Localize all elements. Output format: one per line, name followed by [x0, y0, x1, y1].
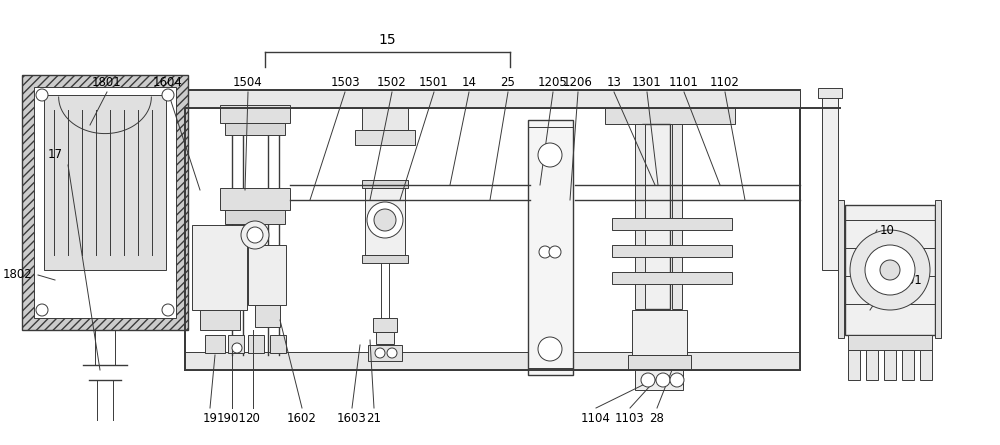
Text: 1101: 1101 — [669, 76, 699, 89]
Bar — [44, 95, 166, 270]
Bar — [192, 225, 247, 310]
Bar — [185, 90, 800, 370]
Bar — [642, 124, 670, 309]
Text: 1206: 1206 — [563, 76, 593, 89]
Text: 1603: 1603 — [337, 412, 367, 425]
Circle shape — [387, 348, 397, 358]
Bar — [255, 305, 280, 327]
Bar — [612, 245, 732, 257]
Circle shape — [538, 337, 562, 361]
Bar — [362, 180, 408, 188]
Bar — [822, 90, 838, 270]
Circle shape — [36, 304, 48, 316]
Bar — [34, 87, 176, 318]
Bar — [528, 120, 573, 375]
Text: 1102: 1102 — [710, 76, 740, 89]
Bar — [248, 335, 264, 353]
Text: 1301: 1301 — [632, 76, 662, 89]
Text: 1504: 1504 — [233, 76, 263, 89]
Circle shape — [36, 89, 48, 101]
Bar — [902, 350, 914, 380]
Circle shape — [880, 260, 900, 280]
Text: 1602: 1602 — [287, 412, 317, 425]
Bar — [612, 218, 732, 230]
Circle shape — [247, 227, 263, 243]
Bar — [635, 124, 645, 309]
Circle shape — [241, 221, 269, 249]
Bar — [365, 185, 405, 255]
Bar — [185, 352, 800, 370]
Circle shape — [232, 343, 242, 353]
Text: 10: 10 — [880, 223, 895, 236]
Circle shape — [375, 348, 385, 358]
Bar — [225, 123, 285, 135]
Text: 1501: 1501 — [419, 76, 449, 89]
Bar — [935, 200, 941, 338]
Text: 21: 21 — [366, 412, 382, 425]
Text: 20: 20 — [246, 412, 260, 425]
Bar — [376, 332, 394, 344]
Circle shape — [162, 89, 174, 101]
Bar — [368, 345, 402, 361]
Bar — [248, 245, 286, 305]
Bar — [225, 210, 285, 224]
Bar — [632, 310, 687, 355]
Bar — [200, 310, 240, 330]
Circle shape — [374, 209, 396, 231]
Circle shape — [641, 373, 655, 387]
Bar — [355, 130, 415, 145]
Circle shape — [865, 245, 915, 295]
Text: 1103: 1103 — [615, 412, 645, 425]
Bar — [270, 335, 286, 353]
Bar — [612, 272, 732, 284]
Text: 1502: 1502 — [377, 76, 407, 89]
Bar — [362, 108, 408, 130]
Text: 1503: 1503 — [330, 76, 360, 89]
Bar — [884, 350, 896, 380]
Bar — [185, 90, 800, 108]
Text: 1801: 1801 — [92, 76, 122, 89]
Circle shape — [549, 246, 561, 258]
Bar — [205, 335, 225, 353]
Text: 1205: 1205 — [538, 76, 568, 89]
Text: 13: 13 — [607, 76, 621, 89]
Circle shape — [367, 202, 403, 238]
Bar — [920, 350, 932, 380]
Circle shape — [539, 246, 551, 258]
Text: 17: 17 — [48, 149, 62, 162]
Bar — [220, 188, 290, 210]
Circle shape — [538, 143, 562, 167]
Bar — [605, 108, 735, 124]
Text: 1604: 1604 — [153, 76, 183, 89]
Bar — [228, 335, 244, 353]
Text: 28: 28 — [650, 412, 664, 425]
Text: 19: 19 — [202, 412, 218, 425]
Bar — [818, 88, 842, 98]
Bar — [220, 105, 290, 123]
Bar — [362, 255, 408, 263]
Bar — [838, 200, 844, 338]
Bar — [848, 335, 932, 350]
Text: 14: 14 — [462, 76, 477, 89]
Bar — [845, 205, 935, 335]
Text: 15: 15 — [378, 33, 396, 47]
Bar — [848, 350, 860, 380]
Text: 1802: 1802 — [3, 268, 33, 282]
Text: 1001: 1001 — [893, 274, 923, 287]
Circle shape — [162, 304, 174, 316]
Circle shape — [656, 373, 670, 387]
Text: 25: 25 — [501, 76, 515, 89]
Circle shape — [850, 230, 930, 310]
Bar — [635, 370, 683, 390]
Bar — [373, 318, 397, 332]
Circle shape — [670, 373, 684, 387]
Text: 1901: 1901 — [217, 412, 247, 425]
Bar — [866, 350, 878, 380]
Text: 1104: 1104 — [581, 412, 611, 425]
Bar — [628, 355, 691, 370]
Bar — [672, 124, 682, 309]
Bar — [22, 75, 188, 330]
